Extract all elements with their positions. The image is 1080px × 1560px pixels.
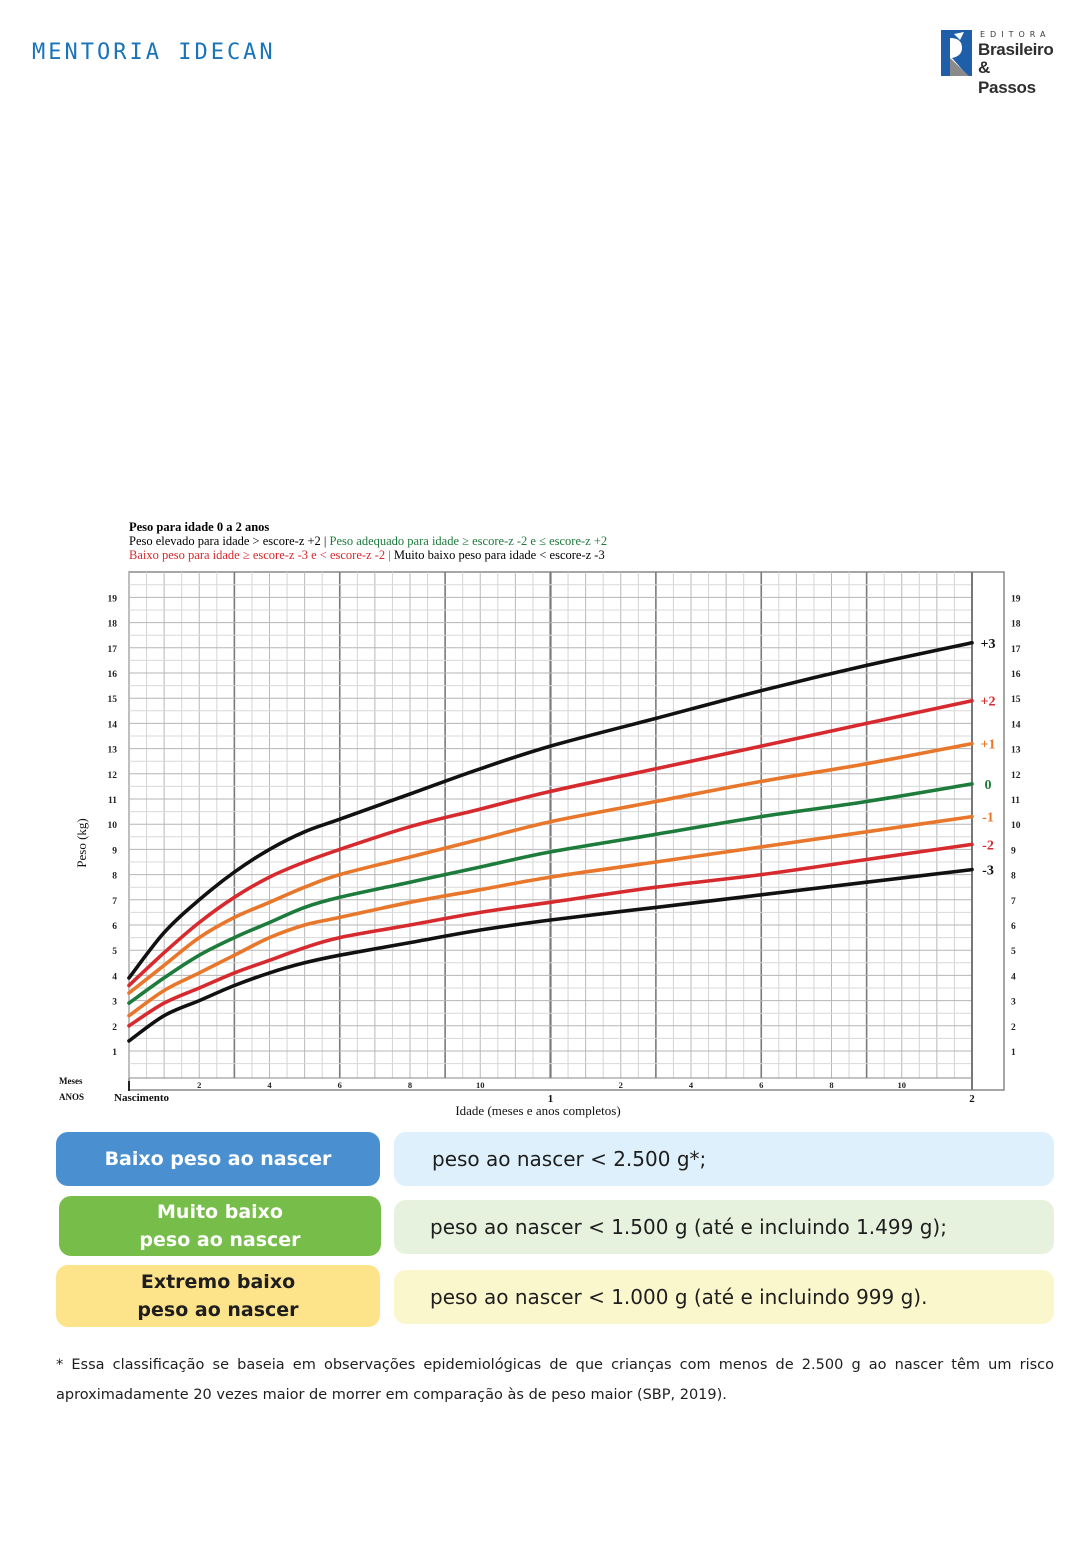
- y-tick-label-left: 17: [108, 645, 118, 655]
- logo-brand-line2: & Passos: [978, 58, 1036, 97]
- y-tick-label-left: 7: [112, 897, 117, 907]
- logo-editora-text: EDITORA: [980, 30, 1051, 39]
- y-tick-label-right: 11: [1011, 796, 1020, 806]
- zscore-curve-plus3: [127, 641, 974, 980]
- y-tick-label-right: 5: [1011, 947, 1016, 957]
- classification-row-extreme-low: Extremo baixo peso ao nascer peso ao nas…: [56, 1265, 1054, 1329]
- y-tick-label-right: 18: [1011, 620, 1021, 630]
- y-tick-label-left: 16: [108, 670, 118, 680]
- y-tick-label-left: 8: [112, 872, 117, 882]
- y-tick-label-left: 1: [112, 1048, 117, 1058]
- x-month-tick-label: 2: [197, 1080, 201, 1090]
- x-month-tick-label: 8: [408, 1080, 412, 1090]
- zscore-label: +3: [981, 637, 996, 652]
- page-header-title: MENTORIA IDECAN: [32, 40, 276, 65]
- y-tick-label-left: 13: [108, 746, 118, 756]
- y-tick-label-right: 8: [1011, 872, 1016, 882]
- zscore-label: -2: [982, 838, 994, 853]
- y-tick-label-left: 9: [112, 846, 117, 856]
- weight-for-age-chart: 1 1 2 2 3 3 4 4 5 5 6 6 7 7 8 8 9 9 10 10 11 11 12 12 13 13 14 14 15…: [0, 515, 1080, 1125]
- y-tick-label-left: 12: [108, 771, 118, 781]
- y-tick-label-right: 12: [1011, 771, 1021, 781]
- chart-title: Peso para idade 0 a 2 anos: [129, 520, 270, 534]
- y-tick-label-right: 1: [1011, 1048, 1016, 1058]
- y-tick-label-left: 3: [112, 998, 117, 1008]
- legend-high-weight: Peso elevado para idade > escore-z +2 |: [129, 534, 330, 548]
- x-month-tick-label: 2: [619, 1080, 623, 1090]
- chart-header: Peso para idade 0 a 2 anos Peso elevado …: [129, 520, 607, 562]
- publisher-logo-mark-icon: [941, 30, 972, 76]
- y-tick-label-right: 2: [1011, 1023, 1016, 1033]
- classification-label: Baixo peso ao nascer: [56, 1132, 380, 1186]
- y-tick-label-right: 19: [1011, 594, 1021, 604]
- classification-label: Muito baixo peso ao nascer: [59, 1196, 381, 1256]
- classification-row-low: Baixo peso ao nascer peso ao nascer < 2.…: [56, 1132, 1054, 1188]
- zscore-label: 0: [985, 778, 992, 793]
- y-tick-label-left: 15: [108, 695, 118, 705]
- x-month-tick-label: 6: [338, 1080, 342, 1090]
- y-tick-label-right: 16: [1011, 670, 1021, 680]
- y-tick-label-right: 17: [1011, 645, 1021, 655]
- zscore-label: +1: [981, 738, 996, 753]
- publisher-logo: EDITORA Brasileiro & Passos: [938, 26, 1054, 97]
- y-tick-label-right: 14: [1011, 720, 1021, 730]
- y-tick-label-left: 11: [108, 796, 117, 806]
- x-year-tick-label: 1: [548, 1093, 554, 1105]
- classification-row-very-low: Muito baixo peso ao nascer peso ao nasce…: [56, 1196, 1054, 1258]
- x-month-tick-label: 10: [898, 1080, 907, 1090]
- y-tick-label-left: 5: [112, 947, 117, 957]
- zscore-curve-minus3: [127, 867, 974, 1043]
- y-tick-label-left: 14: [108, 720, 118, 730]
- x-month-tick-label: 4: [267, 1080, 272, 1090]
- x-month-tick-label: 8: [829, 1080, 833, 1090]
- zscore-label: -1: [982, 811, 994, 826]
- logo-brand-line1: Brasileiro: [978, 40, 1054, 59]
- y-tick-label-left: 2: [112, 1023, 117, 1033]
- chart-legend-line1: Peso elevado para idade > escore-z +2 | …: [129, 534, 607, 548]
- y-tick-label-right: 9: [1011, 846, 1016, 856]
- y-tick-label-right: 13: [1011, 746, 1021, 756]
- zscore-curve-plus2: [127, 698, 974, 988]
- y-tick-label-right: 15: [1011, 695, 1021, 705]
- months-row-label: Meses: [59, 1076, 83, 1086]
- zscore-curve-minus1: [127, 814, 974, 1018]
- classification-description: peso ao nascer < 1.500 g (até e incluind…: [394, 1200, 1054, 1254]
- y-tick-label-left: 10: [108, 821, 118, 831]
- y-tick-label-right: 4: [1011, 972, 1016, 982]
- y-tick-label-right: 6: [1011, 922, 1016, 932]
- x-month-tick-label: 10: [476, 1080, 485, 1090]
- zscore-curve-plus1: [127, 741, 974, 995]
- zscore-curve-0: [127, 782, 974, 1005]
- legend-low-weight: Baixo peso para idade ≥ escore-z -3 e < …: [129, 548, 394, 562]
- footnote: * Essa classificação se baseia em observ…: [56, 1357, 1054, 1403]
- birth-label: Nascimento: [114, 1092, 169, 1104]
- y-tick-label-left: 6: [112, 922, 117, 932]
- classification-description: peso ao nascer < 2.500 g*;: [394, 1132, 1054, 1186]
- x-year-tick-label: 2: [969, 1093, 975, 1105]
- y-tick-label-right: 3: [1011, 998, 1016, 1008]
- x-month-tick-label: 6: [759, 1080, 763, 1090]
- x-axis-label: Idade (meses e anos completos): [455, 1103, 620, 1118]
- y-tick-label-left: 4: [112, 972, 117, 982]
- zscore-curve-minus2: [127, 842, 974, 1028]
- chart-legend-line2: Baixo peso para idade ≥ escore-z -3 e < …: [129, 548, 607, 562]
- y-tick-label-right: 10: [1011, 821, 1021, 831]
- years-row-label: ANOS: [59, 1092, 84, 1102]
- classification-label: Extremo baixo peso ao nascer: [56, 1265, 380, 1327]
- y-tick-label-left: 19: [108, 594, 118, 604]
- legend-very-low-weight: Muito baixo peso para idade < escore-z -…: [393, 548, 605, 562]
- legend-adequate-weight: Peso adequado para idade ≥ escore-z -2 e…: [329, 534, 608, 548]
- zscore-label: -3: [982, 864, 994, 879]
- y-axis-label: Peso (kg): [74, 818, 89, 867]
- y-tick-label-left: 18: [108, 620, 118, 630]
- y-tick-label-right: 7: [1011, 897, 1016, 907]
- x-month-tick-label: 4: [689, 1080, 694, 1090]
- classification-description: peso ao nascer < 1.000 g (até e incluind…: [394, 1270, 1054, 1324]
- zscore-label: +2: [981, 695, 996, 710]
